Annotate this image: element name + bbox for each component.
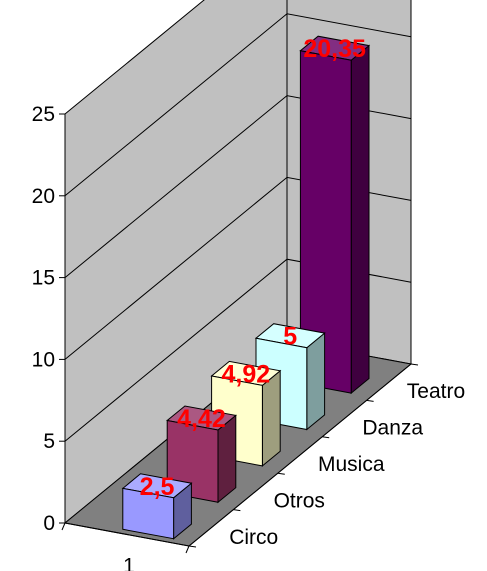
series-tick-mark [366, 399, 374, 402]
series-axis-label: Danza [362, 417, 423, 440]
gridline [64, 258, 412, 442]
data-label: 2,5 [140, 473, 175, 501]
y-tick-label: 10 [32, 348, 55, 371]
gridline [64, 13, 412, 197]
bar-front [299, 50, 352, 394]
series-axis-label: Teatro [407, 380, 465, 403]
gridline [64, 95, 412, 278]
x-tick-mark [61, 522, 66, 531]
series-tick-mark [410, 363, 419, 366]
series-axis-label: Otros [274, 489, 325, 512]
x-tick-label: 1 [123, 555, 135, 571]
data-label: 4,92 [222, 360, 271, 388]
x-axis-line [64, 522, 190, 547]
data-label: 5 [283, 323, 297, 351]
data-label: 20,35 [303, 35, 366, 63]
bar-front [122, 487, 175, 540]
series-axis-label: Musica [318, 453, 385, 476]
y-tick-label: 25 [32, 103, 55, 126]
series-axis-line [188, 363, 412, 547]
bar-side [306, 332, 326, 431]
series-axis-label: Circo [229, 526, 278, 549]
series-tick-mark [322, 436, 330, 439]
y-tick-label: 0 [43, 512, 55, 535]
series-tick-mark [277, 472, 285, 475]
y-tick-label: 15 [32, 267, 55, 290]
data-label: 4,42 [177, 405, 226, 433]
gridline [64, 176, 412, 360]
y-tick-label: 5 [43, 430, 55, 453]
x-tick-mark [185, 545, 190, 554]
series-tick-mark [188, 545, 197, 548]
series-tick-mark [233, 509, 241, 512]
y-tick-label: 20 [32, 185, 55, 208]
bar-side [350, 44, 370, 395]
